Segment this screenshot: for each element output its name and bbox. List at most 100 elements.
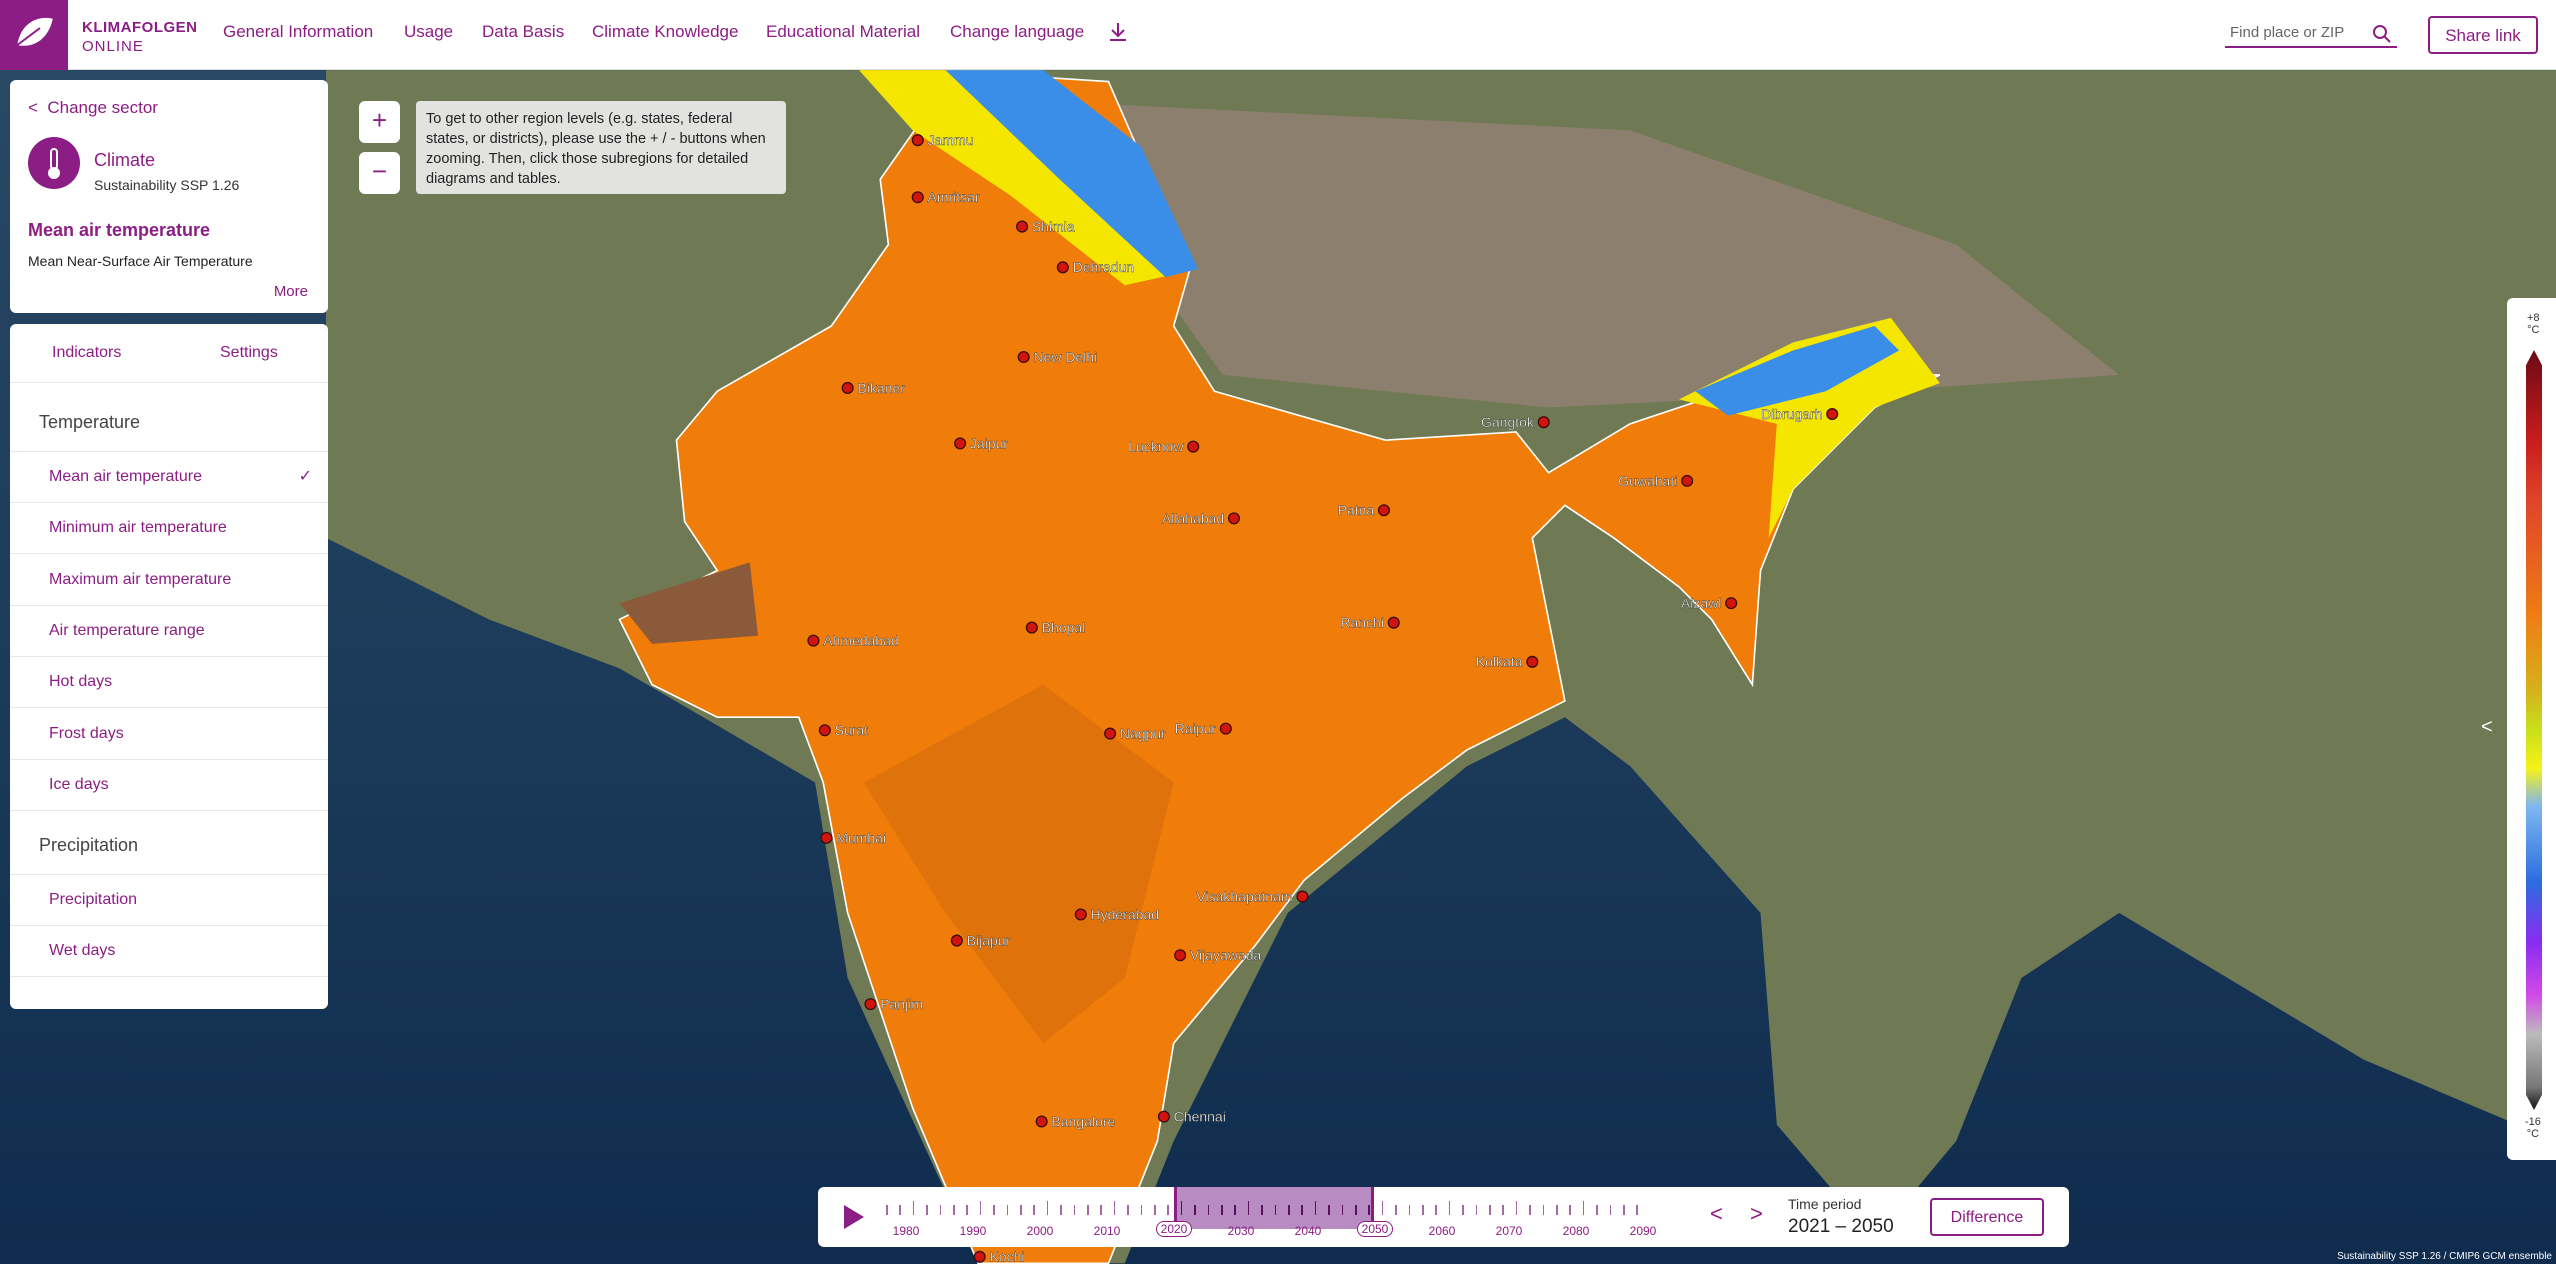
collapse-legend[interactable]: < xyxy=(2481,716,2493,738)
timeline-tick xyxy=(1020,1205,1022,1215)
city-label: Bijapur xyxy=(967,932,1011,948)
timeline-tick xyxy=(1582,1201,1585,1215)
nav-link[interactable]: Usage xyxy=(404,22,454,41)
timeline-tick xyxy=(1556,1205,1558,1215)
timeline-tick xyxy=(1408,1205,1411,1215)
previous-button[interactable]: < xyxy=(1710,1201,1723,1226)
year-label: 2080 xyxy=(1562,1224,1590,1238)
difference-button[interactable]: Difference xyxy=(1930,1198,2044,1236)
indicator-item[interactable]: Ice days xyxy=(10,760,328,811)
indicator-item[interactable]: Wet days xyxy=(10,926,328,978)
timeline-tick xyxy=(1261,1205,1263,1215)
city-label: Dehradun xyxy=(1073,259,1134,275)
timeline-tick xyxy=(1462,1205,1464,1215)
city-marker xyxy=(1056,261,1069,274)
timeline-tick xyxy=(1113,1201,1116,1215)
logo[interactable] xyxy=(0,0,68,70)
play-button[interactable] xyxy=(842,1203,866,1231)
timeline-tick xyxy=(1247,1201,1250,1215)
selected-range[interactable] xyxy=(1174,1187,1374,1229)
sector-icon xyxy=(28,137,80,189)
city-label: New Delhi xyxy=(1033,349,1097,365)
legend-bottom-unit: °C xyxy=(2526,1128,2540,1140)
zoom-out[interactable]: − xyxy=(359,152,400,194)
timeline-tick xyxy=(1274,1205,1277,1215)
search-icon[interactable] xyxy=(2372,24,2392,44)
city-label: Bangalore xyxy=(1051,1113,1115,1129)
search-input[interactable]: Find place or ZIP xyxy=(2230,24,2345,41)
indicator-name: Mean air temperature xyxy=(28,220,211,240)
more-link[interactable]: More xyxy=(273,283,308,300)
tab[interactable]: Indicators xyxy=(52,344,122,361)
timeline-tick xyxy=(1046,1201,1049,1215)
year-label[interactable]: 2050 xyxy=(1357,1221,1393,1237)
timeline-tick xyxy=(1060,1205,1062,1215)
warm-zone xyxy=(863,684,1174,1044)
nav-link[interactable]: Climate Knowledge xyxy=(592,22,739,41)
city-label: Vijayawada xyxy=(1190,947,1262,963)
city-marker xyxy=(911,191,924,204)
timeline-tick xyxy=(1006,1205,1009,1215)
nav-link[interactable]: General Information xyxy=(223,22,374,41)
legend: +8 °C -16 °C xyxy=(2507,298,2556,1160)
city-marker xyxy=(1387,616,1400,629)
city-label: Visakhapatnam xyxy=(1196,888,1292,904)
indicator-item[interactable]: Mean air temperature ✓ xyxy=(10,452,328,503)
year-label[interactable]: 2020 xyxy=(1156,1221,1192,1237)
city-label: Panjim xyxy=(880,996,923,1012)
city-label: Patna xyxy=(1338,502,1375,518)
time-period-label: Time period xyxy=(1788,1196,1862,1212)
city-marker xyxy=(1725,597,1738,610)
city-label: Aizawl xyxy=(1681,595,1721,611)
city-label: Lucknow xyxy=(1128,439,1184,455)
year-label: 2090 xyxy=(1629,1224,1657,1238)
indicator-item[interactable]: Maximum air temperature xyxy=(10,555,328,606)
top-bar: KLIMAFOLGEN ONLINE Find place or ZIP Sha… xyxy=(0,0,2556,70)
year-label: 2060 xyxy=(1428,1224,1456,1238)
timeline-tick xyxy=(1609,1205,1612,1215)
city-marker xyxy=(1157,1110,1170,1123)
timeline-tick xyxy=(953,1205,955,1215)
timeline-tick xyxy=(1515,1201,1518,1215)
indicator-item[interactable]: Precipitation xyxy=(10,875,328,927)
city-marker xyxy=(1296,890,1309,903)
group-title: Temperature xyxy=(39,412,141,432)
indicator-panel: Indicators Settings Temperature Mean air te… xyxy=(10,324,328,1009)
year-label: 1980 xyxy=(892,1224,920,1238)
timeline-tick xyxy=(1127,1205,1129,1215)
indicator-item[interactable]: Hot days xyxy=(10,657,328,709)
timeline-tick xyxy=(886,1205,888,1215)
cool-zone xyxy=(859,70,1199,286)
indicator-item[interactable]: Minimum air temperature xyxy=(10,503,328,555)
city-marker xyxy=(1104,727,1117,740)
zoom-in[interactable]: + xyxy=(359,101,400,143)
city-label: Kochi xyxy=(989,1249,1024,1264)
timeline-tick xyxy=(1502,1205,1504,1215)
timeline-tick xyxy=(1207,1205,1210,1215)
group-title: Precipitation xyxy=(39,835,139,856)
next-button[interactable]: > xyxy=(1750,1201,1763,1226)
timeline-tick xyxy=(1596,1205,1598,1215)
city-label: Raipur xyxy=(1175,721,1217,737)
nav-link[interactable]: Data Basis xyxy=(482,22,565,41)
back-label[interactable]: Change sector xyxy=(47,98,158,117)
back-link[interactable]: < Change sector xyxy=(28,98,158,117)
nav-link[interactable]: Educational Material xyxy=(766,22,921,41)
nav-link[interactable]: Change language xyxy=(950,22,1085,41)
download-icon[interactable] xyxy=(1106,20,1130,44)
tab[interactable]: Settings xyxy=(220,344,278,361)
city-label: Nagpur xyxy=(1120,725,1166,741)
divider xyxy=(10,874,328,876)
legend-top-unit: °C xyxy=(2527,324,2540,336)
timeline-tick xyxy=(1180,1201,1183,1215)
indicator-item[interactable]: Air temperature range xyxy=(10,606,328,657)
city-label: Chennai xyxy=(1174,1109,1226,1125)
timeline-tick xyxy=(1234,1205,1236,1215)
city-marker xyxy=(1074,908,1087,921)
city-marker xyxy=(1035,1115,1048,1128)
indicator-item[interactable]: Frost days xyxy=(10,709,328,760)
timeline-tick xyxy=(926,1205,928,1215)
city-marker xyxy=(1537,416,1550,429)
share-button[interactable]: Share link xyxy=(2428,16,2538,54)
